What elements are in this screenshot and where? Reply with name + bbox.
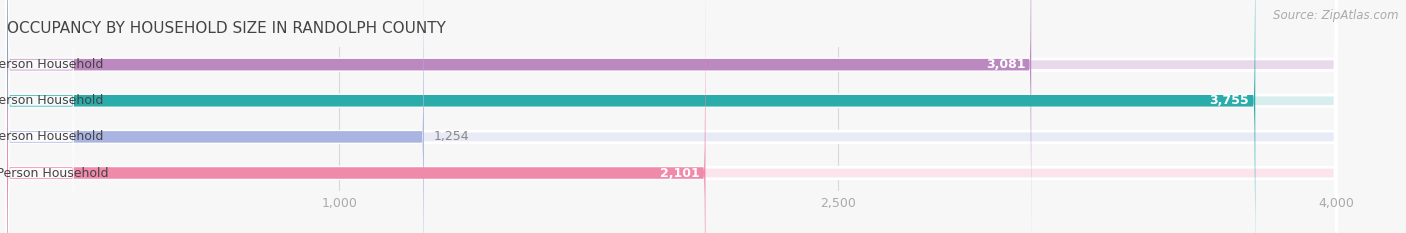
FancyBboxPatch shape: [7, 0, 1337, 233]
Text: 2-Person Household: 2-Person Household: [0, 94, 103, 107]
FancyBboxPatch shape: [7, 0, 706, 233]
FancyBboxPatch shape: [7, 0, 1337, 233]
FancyBboxPatch shape: [8, 0, 73, 233]
Text: 1-Person Household: 1-Person Household: [0, 58, 103, 71]
Text: 2,101: 2,101: [659, 167, 699, 179]
Text: 3-Person Household: 3-Person Household: [0, 130, 103, 143]
FancyBboxPatch shape: [7, 0, 423, 233]
FancyBboxPatch shape: [8, 0, 73, 233]
Text: 3,755: 3,755: [1209, 94, 1250, 107]
FancyBboxPatch shape: [8, 0, 73, 233]
FancyBboxPatch shape: [7, 0, 1337, 233]
Text: Source: ZipAtlas.com: Source: ZipAtlas.com: [1274, 9, 1399, 22]
Text: OCCUPANCY BY HOUSEHOLD SIZE IN RANDOLPH COUNTY: OCCUPANCY BY HOUSEHOLD SIZE IN RANDOLPH …: [7, 21, 446, 36]
FancyBboxPatch shape: [7, 0, 1031, 233]
FancyBboxPatch shape: [8, 0, 73, 233]
Text: 4+ Person Household: 4+ Person Household: [0, 167, 108, 179]
FancyBboxPatch shape: [7, 0, 1256, 233]
Text: 1,254: 1,254: [434, 130, 470, 143]
Text: 3,081: 3,081: [986, 58, 1025, 71]
FancyBboxPatch shape: [7, 0, 1337, 233]
